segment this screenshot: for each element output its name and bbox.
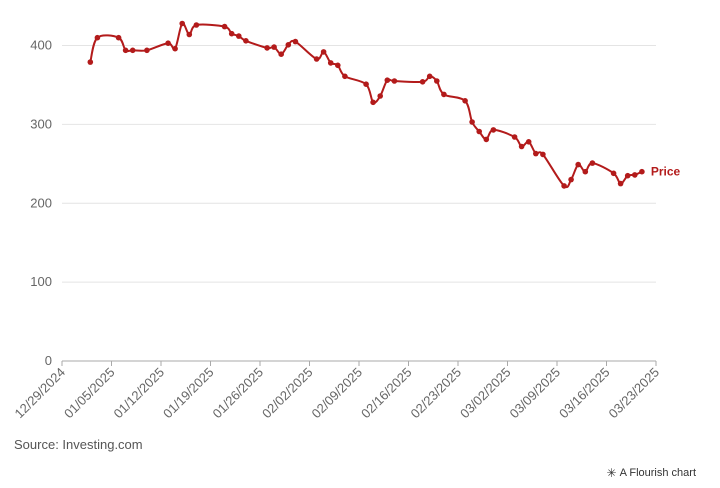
data-point: [617, 180, 624, 187]
data-point: [115, 34, 122, 41]
data-point: [264, 45, 270, 51]
data-point: [320, 49, 327, 55]
data-point: [335, 62, 341, 69]
data-point: [384, 77, 391, 83]
y-axis-ticks: 0 100 200 300 400: [30, 38, 52, 368]
data-point: [342, 73, 348, 80]
flourish-star-icon: ✳: [606, 466, 617, 480]
data-point: [278, 51, 285, 57]
data-point: [377, 93, 384, 99]
data-point: [483, 136, 490, 143]
data-point: [144, 47, 150, 54]
data-point: [582, 168, 589, 175]
data-point: [518, 143, 525, 150]
x-tick-label: 01/12/2025: [110, 365, 167, 422]
data-point: [533, 150, 539, 157]
y-tick-label: 200: [30, 195, 52, 210]
x-tick-label: 03/23/2025: [605, 365, 662, 422]
data-point: [540, 151, 546, 158]
x-tick-label: 03/02/2025: [457, 365, 514, 422]
data-point: [313, 56, 320, 62]
data-point: [370, 99, 376, 106]
data-point: [285, 42, 292, 48]
credit-text: A Flourish chart: [619, 467, 696, 479]
x-tick-label: 03/09/2025: [506, 365, 563, 422]
data-point: [511, 134, 518, 140]
data-point: [624, 172, 631, 179]
x-tick-label: 12/29/2024: [11, 365, 68, 422]
data-point: [441, 91, 447, 98]
x-tick-label: 03/16/2025: [556, 365, 613, 422]
y-tick-label: 0: [45, 353, 52, 368]
data-point: [419, 79, 426, 85]
data-point: [525, 139, 532, 145]
data-point: [129, 47, 136, 54]
x-tick-label: 02/23/2025: [407, 365, 464, 422]
data-point: [568, 176, 574, 183]
data-point: [575, 161, 581, 168]
source-note: Source: Investing.com: [14, 437, 143, 452]
data-point: [193, 22, 200, 28]
y-tick-label: 400: [30, 38, 52, 53]
data-point: [236, 33, 242, 39]
data-point: [122, 47, 129, 54]
data-point: [94, 34, 101, 41]
y-tick-label: 100: [30, 274, 52, 289]
data-point: [179, 20, 185, 27]
data-point: [391, 78, 398, 84]
price-series: Price: [87, 20, 681, 189]
y-tick-label: 300: [30, 116, 52, 131]
data-point: [589, 160, 596, 166]
data-point: [172, 45, 178, 52]
price-line-chart: 0 100 200 300 400 12/29/202401/05/202501/12/…: [11, 20, 681, 421]
series-label: Price: [651, 165, 681, 179]
data-point: [221, 23, 228, 30]
data-point: [228, 30, 235, 37]
x-tick-label: 01/19/2025: [160, 365, 217, 422]
data-point: [434, 78, 440, 84]
data-point: [165, 40, 171, 46]
x-tick-label: 02/09/2025: [308, 365, 365, 422]
data-point: [292, 38, 299, 45]
data-point: [610, 170, 617, 177]
data-point: [469, 119, 475, 125]
data-point: [363, 81, 369, 87]
x-tick-label: 01/05/2025: [61, 365, 118, 422]
flourish-credit-link[interactable]: ✳ A Flourish chart: [607, 466, 696, 480]
data-point: [243, 38, 249, 44]
data-point: [186, 31, 193, 38]
data-point: [462, 98, 468, 104]
data-point: [561, 183, 567, 189]
x-tick-label: 02/02/2025: [259, 365, 316, 422]
gridlines: [62, 45, 656, 362]
x-tick-label: 02/16/2025: [358, 365, 415, 422]
data-point: [490, 127, 497, 133]
x-tick-label: 01/26/2025: [209, 365, 266, 422]
data-point: [426, 73, 433, 80]
x-axis-ticks: 12/29/202401/05/202501/12/202501/19/2025…: [11, 361, 662, 421]
data-point: [87, 59, 94, 65]
data-point: [632, 172, 638, 178]
data-point: [271, 44, 277, 50]
data-point: [327, 60, 334, 66]
data-point: [639, 168, 645, 175]
data-point: [476, 128, 483, 135]
